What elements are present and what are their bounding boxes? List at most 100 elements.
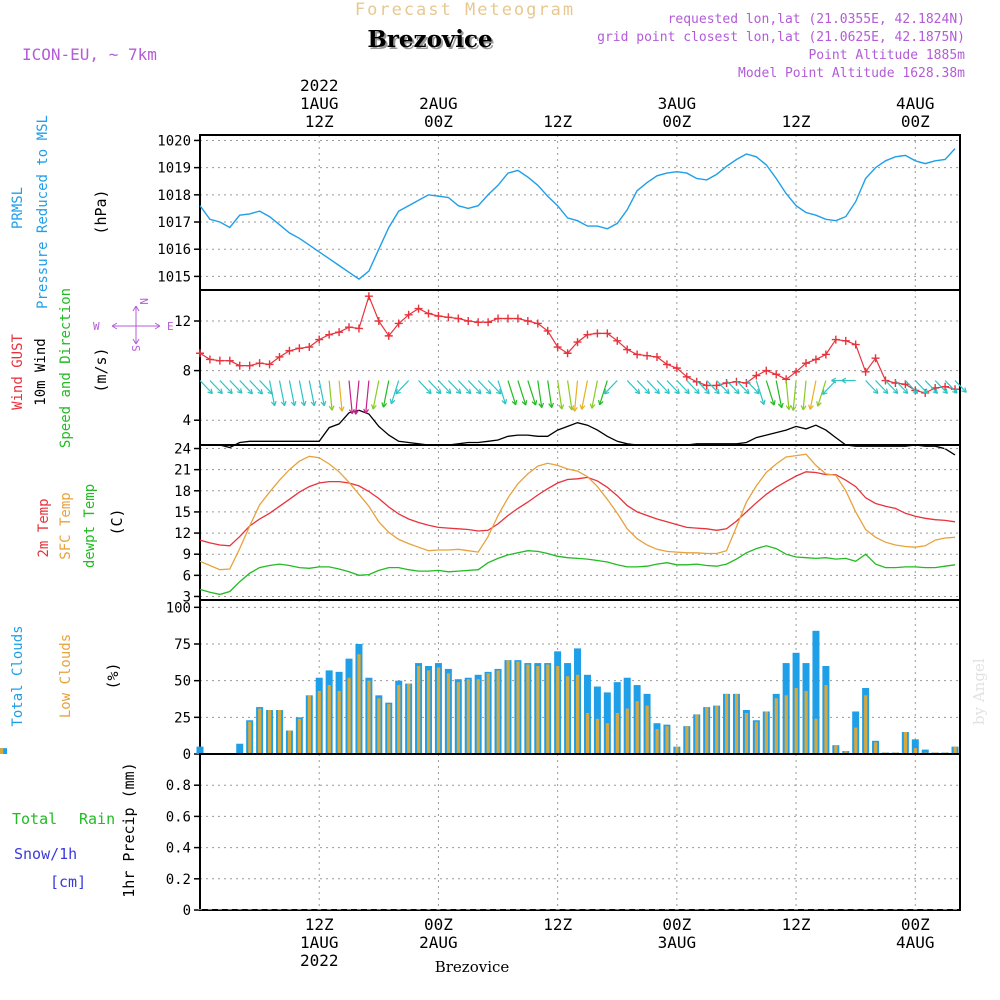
gust-marker	[831, 335, 840, 344]
wind-arrow	[944, 380, 958, 394]
wind-arrow	[626, 380, 641, 395]
wind-arrow-head	[465, 388, 472, 395]
gust-marker	[474, 318, 483, 327]
wind-arrow-head	[892, 388, 899, 394]
wind-compass: N S W E	[93, 298, 174, 352]
gust-marker	[454, 314, 463, 323]
panel-side-label: Pressure Reduced to MSL	[35, 115, 51, 309]
precip-bar	[426, 909, 431, 910]
precip-bar	[893, 909, 898, 910]
bottom-time-label: 4AUG	[896, 933, 935, 952]
y-tick-label: 75	[174, 637, 191, 653]
precip-bar	[247, 909, 252, 910]
compass-cross	[111, 305, 161, 345]
y-tick-label: 24	[174, 442, 191, 458]
low-cloud-bar	[407, 683, 411, 754]
wind-arrow-head	[644, 388, 651, 395]
precip-bar	[635, 909, 640, 910]
wind-arrow	[914, 380, 929, 394]
gust-marker	[196, 349, 204, 358]
precip-bar	[853, 909, 858, 910]
gust-marker	[901, 380, 910, 389]
precip-bar	[615, 909, 620, 910]
wind-arrow	[894, 380, 909, 394]
low-cloud-bar	[744, 712, 749, 754]
low-cloud-bar	[536, 666, 540, 754]
gust-marker	[792, 367, 801, 376]
wind-arrow-head	[558, 404, 565, 410]
low-cloud-bar	[546, 664, 550, 754]
low-cloud-bar	[705, 707, 709, 754]
panel-frame	[199, 289, 961, 446]
wind-arrow-head	[300, 400, 307, 407]
precip-bar	[923, 909, 928, 910]
precip-bar	[704, 909, 709, 910]
precip-bar	[436, 909, 441, 910]
low-cloud-bar	[397, 685, 401, 754]
pressure-panel: 1015 1016 1017 1018 1019 1020	[157, 133, 961, 291]
wind-arrow	[706, 380, 720, 395]
wind-arrow	[487, 380, 502, 395]
panel-side-label: Speed and Direction	[58, 288, 74, 448]
wind-arrow	[581, 380, 589, 410]
panel-side-label: (m/s)	[92, 347, 110, 392]
wind-arrow-head	[338, 406, 345, 412]
wind-arrow	[934, 380, 948, 394]
gust-marker	[523, 317, 532, 325]
wind-arrow	[566, 380, 573, 411]
panel-side-label: 10m Wind	[33, 338, 49, 405]
y-tick-label: 50	[174, 674, 191, 690]
precip-bar	[466, 909, 471, 910]
low-cloud-bar	[794, 688, 798, 754]
wind-arrow	[745, 380, 760, 395]
precip-bar	[237, 909, 242, 910]
precip-bar	[525, 909, 530, 910]
precip-bar	[873, 909, 878, 910]
temperature-panel-labels: 2m Temp SFC Temp dewpt Temp (C)	[36, 484, 126, 568]
low-cloud-bar	[665, 726, 669, 754]
precip-bar	[227, 909, 232, 910]
wind-arrow-head	[501, 399, 508, 405]
top-title: Forecast Meteogram	[355, 0, 575, 20]
wind-arrow	[428, 380, 442, 394]
wind-arrow	[328, 380, 333, 411]
temperature-panel: 3 6 9 12 15 18 21 24	[174, 442, 961, 605]
pressure-panel-labels: PRMSL Pressure Reduced to MSL (hPa)	[10, 115, 110, 309]
wind-arrow	[355, 380, 360, 415]
panel-frame	[199, 753, 961, 911]
top-time-label: 00Z	[424, 112, 453, 131]
wind-arrow-head	[290, 400, 297, 407]
precip-bar	[883, 909, 888, 910]
gust-marker	[255, 359, 264, 368]
wind-arrow	[249, 380, 263, 395]
panel-side-label: PRMSL	[10, 187, 26, 229]
low-cloud-bar	[436, 667, 441, 754]
top-time-label: 1AUG	[300, 94, 339, 113]
model-label: ICON-EU, ~ 7km	[22, 45, 157, 64]
precip-bar	[356, 909, 361, 910]
gust-marker	[603, 329, 612, 338]
total-cloud-bar	[911, 739, 919, 754]
wind-arrow-head	[280, 400, 287, 407]
low-cloud-bar	[655, 729, 659, 754]
wind-arrow	[517, 380, 527, 406]
wind-arrow	[348, 380, 353, 414]
wind-arrow	[437, 380, 452, 394]
gust-marker	[563, 349, 572, 358]
grid-point-coords: grid point closest lon,lat (21.0625E, 42…	[597, 30, 965, 45]
precip-bar	[565, 909, 570, 910]
precip-bar	[307, 909, 312, 910]
wind-arrow-head	[724, 388, 730, 395]
wind-arrow-head	[808, 404, 814, 410]
wind-arrow-head	[634, 388, 641, 395]
bottom-time-label: 3AUG	[658, 933, 697, 952]
low-cloud-bar	[635, 701, 639, 754]
precip-bar	[327, 909, 332, 910]
wind-arrow	[365, 380, 370, 414]
wind-arrow-head	[475, 388, 482, 395]
wind-arrow	[338, 380, 343, 412]
wind-arrow	[395, 380, 410, 395]
gust-marker	[484, 318, 493, 327]
y-tick-label: 0.4	[166, 841, 191, 857]
